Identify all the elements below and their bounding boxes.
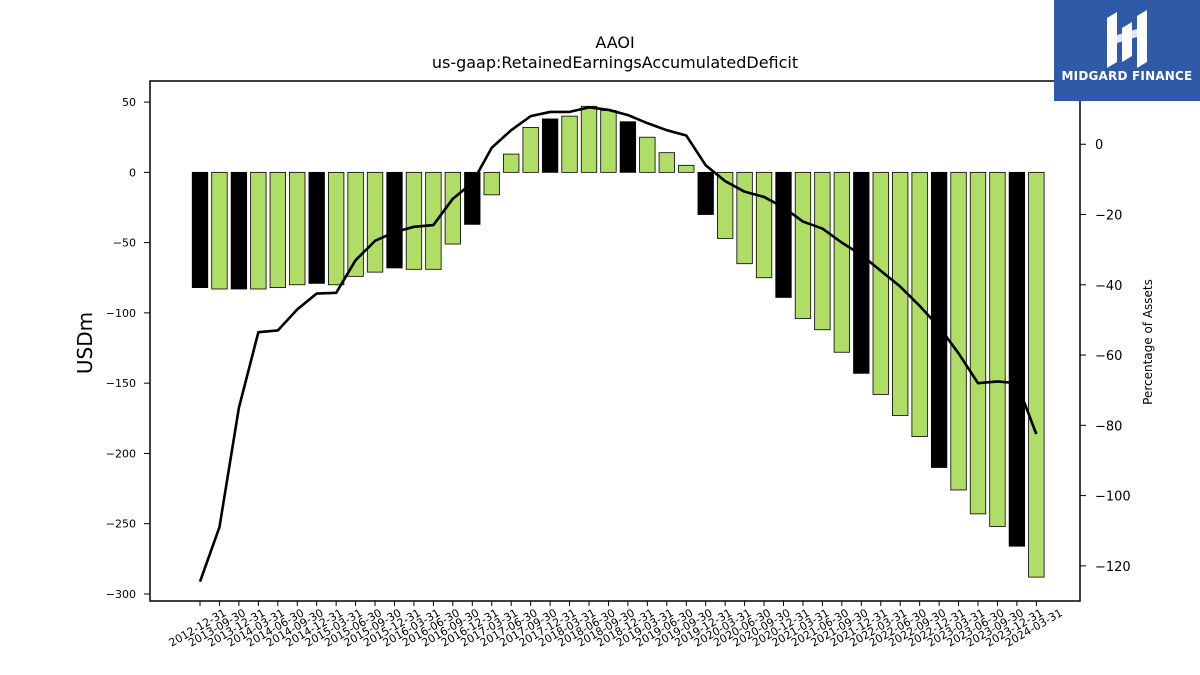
line-group xyxy=(198,106,1038,583)
bar xyxy=(717,171,734,239)
bar xyxy=(269,171,286,288)
bar xyxy=(639,136,656,173)
bar xyxy=(580,105,598,173)
bar xyxy=(658,152,675,173)
bar xyxy=(794,171,812,319)
bar xyxy=(230,171,248,290)
bar xyxy=(755,171,773,279)
y-tick-label: −100 xyxy=(106,307,136,320)
bar xyxy=(561,115,578,173)
y-tick-label: −200 xyxy=(106,447,136,460)
logo-mark-icon xyxy=(1107,10,1147,68)
x-axis: 2012-12-312013-09-302013-12-312014-03-31… xyxy=(167,601,1065,650)
bar xyxy=(989,171,1006,527)
bar xyxy=(1008,171,1026,547)
bar xyxy=(892,171,909,416)
chart-title: AAOI xyxy=(595,33,634,52)
plot-frame xyxy=(149,80,1081,602)
bar xyxy=(775,171,792,298)
y-tick-label: 50 xyxy=(122,96,136,109)
bar xyxy=(405,171,423,270)
bar xyxy=(289,171,306,286)
y-right-tick-label: −60 xyxy=(1095,349,1122,364)
y-tick-label: −150 xyxy=(106,377,136,390)
bar xyxy=(736,171,753,265)
y-tick-label: 0 xyxy=(129,166,136,179)
bar xyxy=(950,171,967,491)
y-axis-label: USDm xyxy=(73,312,97,374)
y-right-tick-label: −100 xyxy=(1095,490,1131,505)
bar xyxy=(969,171,987,515)
y-right-tick-label: 0 xyxy=(1095,138,1103,153)
bar xyxy=(678,164,695,173)
bar xyxy=(503,153,520,173)
bar xyxy=(386,171,403,269)
y-axis-left: 50 0 −50 −100 −150 −200 −250 −300 xyxy=(106,96,150,601)
bar xyxy=(191,171,209,288)
y-right-tick-label: −80 xyxy=(1095,419,1122,434)
bar xyxy=(541,118,559,173)
bar xyxy=(483,171,500,196)
series-line xyxy=(198,106,1038,583)
bar xyxy=(308,171,325,284)
bar xyxy=(211,171,228,290)
y-axis-right: 0 −20 −40 −60 −80 −100 −120 xyxy=(1080,138,1131,575)
bars-group xyxy=(191,105,1045,578)
bar xyxy=(833,171,850,353)
y-right-tick-label: −120 xyxy=(1095,560,1131,575)
bar xyxy=(1028,171,1045,578)
bar xyxy=(425,171,442,270)
bar xyxy=(464,171,481,225)
y-tick-label: −300 xyxy=(106,588,136,601)
y-tick-label: −250 xyxy=(106,518,136,531)
bar xyxy=(853,171,870,374)
bar xyxy=(697,171,714,215)
chart-subtitle: us-gaap:RetainedEarningsAccumulatedDefic… xyxy=(432,53,798,72)
bar xyxy=(347,171,364,277)
bar xyxy=(814,171,831,331)
logo-text: MIDGARD FINANCE xyxy=(1061,69,1193,83)
bar xyxy=(619,121,637,173)
bar xyxy=(522,126,539,173)
bar xyxy=(872,171,889,395)
bar xyxy=(250,171,267,290)
y-axis-right-label: Percentage of Assets xyxy=(1141,279,1155,405)
y-right-tick-label: −20 xyxy=(1095,209,1122,224)
bar xyxy=(600,110,617,173)
y-right-tick-label: −40 xyxy=(1095,279,1122,294)
logo: MIDGARD FINANCE xyxy=(1054,0,1200,101)
bar xyxy=(366,171,384,273)
bar xyxy=(327,171,345,286)
y-tick-label: −50 xyxy=(113,237,136,250)
